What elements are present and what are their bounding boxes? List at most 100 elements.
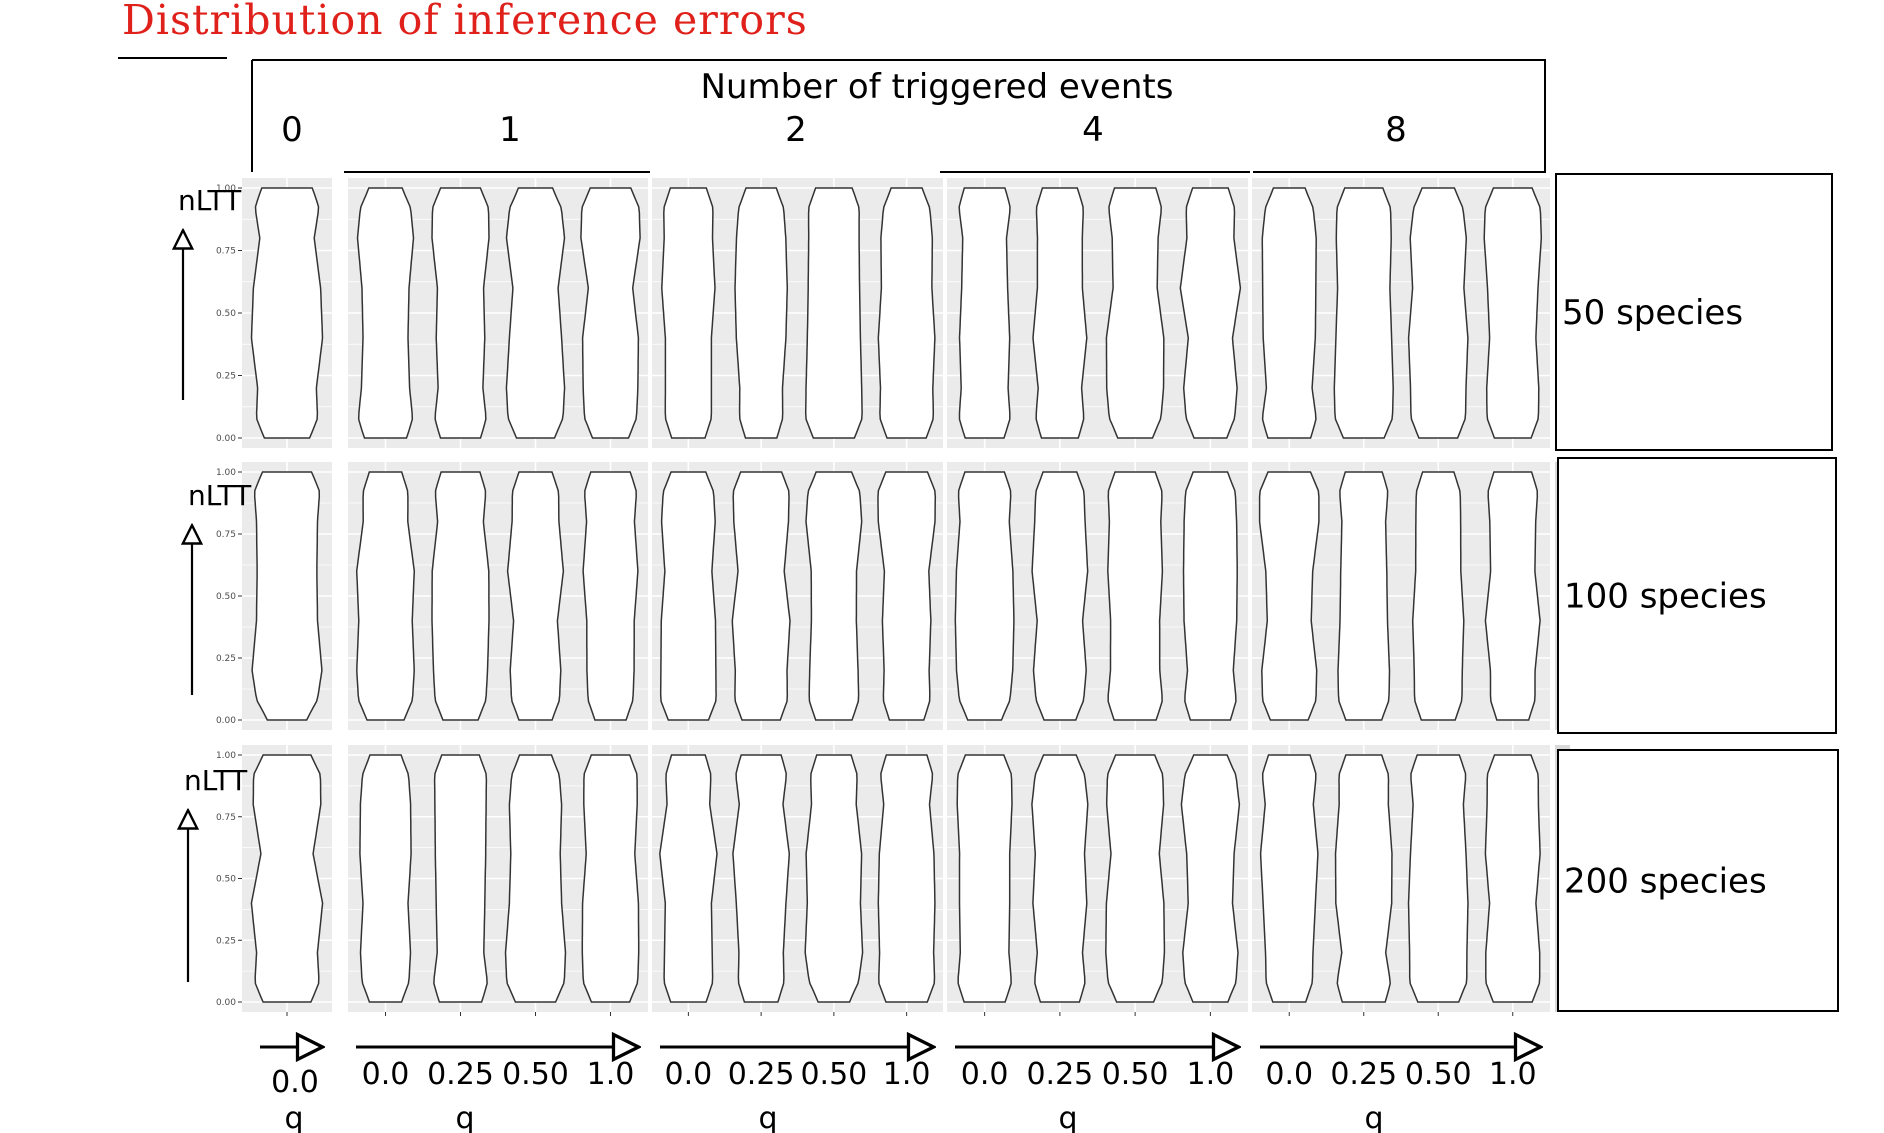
violin xyxy=(1407,754,1469,1003)
x-tick-label: 0.25 xyxy=(1026,1057,1093,1092)
x-tick-label: 0.25 xyxy=(728,1057,795,1092)
y-tick-label: 0.00 xyxy=(216,434,236,444)
violin xyxy=(1337,471,1391,721)
y-tick-label: 0.75 xyxy=(216,530,236,540)
violin xyxy=(1334,754,1393,1003)
violin xyxy=(504,754,567,1003)
y-tick-label: 1.00 xyxy=(216,468,236,478)
violin xyxy=(359,754,412,1003)
violin xyxy=(732,754,791,1003)
violin xyxy=(877,187,936,439)
facet-row-label: 100 species xyxy=(1564,577,1767,617)
facet-col-label: 2 xyxy=(785,110,807,150)
violin xyxy=(734,187,789,439)
x-tick-label: 0.0 xyxy=(961,1057,1009,1092)
y-tick-label: 1.00 xyxy=(216,184,236,194)
violin xyxy=(582,471,639,721)
violin xyxy=(804,754,864,1003)
y-tick-label: 0.75 xyxy=(216,813,236,823)
facet-col-label: 8 xyxy=(1385,110,1407,150)
violin xyxy=(1407,187,1469,439)
violin xyxy=(1031,754,1089,1003)
violin xyxy=(1411,471,1465,721)
violin xyxy=(580,187,641,439)
violin xyxy=(954,471,1015,721)
y-axis-label: nLTT xyxy=(178,184,242,217)
violin xyxy=(251,471,323,721)
y-tick-label: 0.00 xyxy=(216,716,236,726)
y-tick-label: 1.00 xyxy=(216,751,236,761)
violin xyxy=(958,187,1011,439)
violin xyxy=(250,187,324,439)
violin xyxy=(356,187,415,439)
violin xyxy=(1258,471,1320,721)
violin xyxy=(956,754,1013,1003)
x-tick-label: 0.50 xyxy=(800,1057,867,1092)
x-tick-label: 1.0 xyxy=(1489,1057,1537,1092)
x-tick-label: 1.0 xyxy=(883,1057,931,1092)
x-axis-label: q xyxy=(758,1101,777,1133)
violin xyxy=(877,754,936,1003)
y-axis-label: nLTT xyxy=(184,764,248,797)
violin xyxy=(1483,187,1543,439)
facet-row-box xyxy=(1557,457,1837,734)
violin xyxy=(1107,471,1164,721)
violin xyxy=(250,754,324,1003)
violin xyxy=(1180,754,1241,1003)
violin xyxy=(1484,754,1541,1003)
x-tick-label: 0.50 xyxy=(1102,1057,1169,1092)
y-tick-label: 0.75 xyxy=(216,247,236,257)
violin xyxy=(805,471,863,721)
x-tick-label: 0.0 xyxy=(1265,1057,1313,1092)
facet-col-label: 4 xyxy=(1082,110,1104,150)
x-axis-label: q xyxy=(1364,1101,1383,1133)
violin xyxy=(431,187,490,439)
facet-row-label: 200 species xyxy=(1564,862,1767,902)
violin xyxy=(505,187,566,439)
y-tick-label: 0.25 xyxy=(216,372,236,382)
facet-row-label: 50 species xyxy=(1562,293,1743,333)
violin xyxy=(506,471,565,721)
violin xyxy=(661,187,716,439)
x-tick-label: 0.0 xyxy=(665,1057,713,1092)
facet-col-label: 0 xyxy=(281,110,303,150)
x-tick-label: 0.25 xyxy=(1330,1057,1397,1092)
y-tick-label: 0.50 xyxy=(216,875,236,885)
facet-col-label: 1 xyxy=(499,110,521,150)
violin xyxy=(877,471,937,721)
violin xyxy=(1105,187,1165,439)
violin xyxy=(1031,471,1089,721)
violin xyxy=(659,471,717,721)
violin xyxy=(355,471,416,721)
y-tick-label: 0.25 xyxy=(216,936,236,946)
violin xyxy=(1179,187,1242,439)
y-axis-label: nLTT xyxy=(188,479,252,512)
violin xyxy=(433,754,488,1003)
y-tick-label: 0.00 xyxy=(216,998,236,1008)
violin xyxy=(1261,187,1317,439)
violin xyxy=(731,471,791,721)
x-tick-label: 0.50 xyxy=(502,1057,569,1092)
x-axis-label: q xyxy=(1058,1101,1077,1133)
violin xyxy=(1105,754,1166,1003)
y-tick-label: 0.50 xyxy=(216,592,236,602)
violin xyxy=(1182,471,1238,721)
x-tick-label: 0.0 xyxy=(362,1057,410,1092)
x-tick-label: 0.25 xyxy=(427,1057,494,1092)
violin xyxy=(1333,187,1394,439)
violin xyxy=(581,754,640,1003)
violin xyxy=(804,187,863,439)
y-tick-label: 0.25 xyxy=(216,654,236,664)
x-tick-label: 1.0 xyxy=(587,1057,635,1092)
x-tick-label: 0.50 xyxy=(1405,1057,1472,1092)
column-header-label: Number of triggered events xyxy=(701,67,1174,107)
x-axis-label: q xyxy=(455,1101,474,1133)
violin xyxy=(1259,754,1319,1003)
x-tick-label: 0.0 xyxy=(271,1065,319,1100)
chart-title: Distribution of inference errors xyxy=(122,0,808,44)
x-axis-label: q xyxy=(284,1101,303,1133)
violin xyxy=(431,471,490,721)
facet-row-box xyxy=(1555,173,1833,451)
